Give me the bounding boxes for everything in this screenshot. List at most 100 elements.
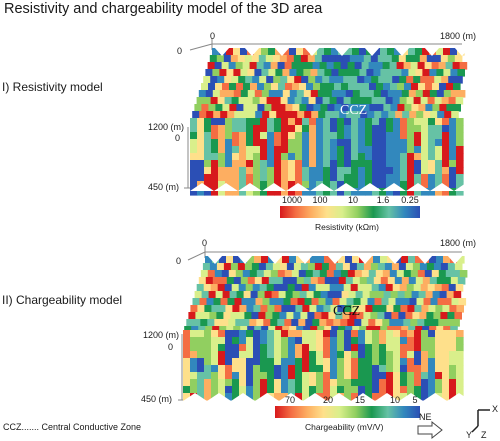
model-cell: [281, 118, 289, 126]
model-cell: [281, 386, 289, 394]
model-cell: [272, 55, 281, 63]
model-cell: [239, 379, 247, 387]
model-cell: [220, 298, 229, 306]
model-cell: [372, 379, 380, 387]
model-cell: [225, 132, 233, 140]
model-cell: [379, 358, 387, 366]
model-cell: [313, 104, 321, 112]
model-cell: [253, 125, 261, 133]
model-cell: [336, 284, 345, 292]
model-cell: [438, 319, 446, 327]
model-cell: [349, 312, 357, 320]
model-cell: [377, 312, 385, 320]
model-cell: [345, 90, 354, 98]
model-cell: [337, 174, 345, 182]
model-cell: [389, 62, 398, 70]
model-cell: [209, 263, 218, 271]
model-cell: [254, 277, 263, 285]
model-cell: [346, 111, 354, 119]
model-cell: [232, 167, 240, 175]
model-cell: [244, 312, 252, 320]
model-cell: [426, 55, 435, 63]
model-cell: [218, 118, 226, 126]
model-cell: [358, 118, 366, 126]
model-cell: [247, 90, 256, 98]
model-cell: [201, 291, 210, 299]
model-cell: [417, 270, 426, 278]
model-cell: [241, 111, 249, 119]
model-cell: [420, 97, 429, 105]
model-cell: [375, 62, 384, 70]
model-cell: [316, 330, 324, 338]
model-cell: [372, 167, 380, 175]
model-cell: [249, 62, 258, 70]
model-cell: [358, 379, 366, 387]
model-cell: [414, 174, 422, 182]
model-cell: [197, 139, 205, 147]
model-cell: [452, 62, 461, 70]
model-cell: [323, 146, 331, 154]
model-cell: [267, 160, 275, 168]
model-cell: [323, 132, 331, 140]
model-cell: [438, 62, 447, 70]
model-cell: [267, 330, 275, 338]
model-cell: [191, 326, 199, 334]
model-cell: [405, 55, 414, 63]
model-cell: [315, 97, 324, 105]
model-cell: [310, 256, 318, 264]
model-cell: [416, 111, 424, 119]
model-cell: [287, 97, 296, 105]
model-cell: [442, 393, 450, 401]
model-cell: [271, 104, 279, 112]
model-cell: [218, 365, 226, 373]
model-cell: [419, 263, 428, 271]
model-cell: [296, 69, 304, 77]
model-cell: [385, 284, 394, 292]
model-cell: [204, 167, 212, 175]
model-cell: [408, 256, 416, 264]
model-cell: [447, 263, 456, 271]
model-cell: [388, 298, 397, 306]
model-cell: [297, 298, 306, 306]
model-cell: [365, 188, 373, 196]
model-cell: [288, 174, 296, 182]
model-cell: [414, 167, 422, 175]
model-cell: [238, 284, 247, 292]
model-cell: [240, 90, 249, 98]
model-cell: [192, 111, 200, 119]
model-cell: [396, 319, 404, 327]
model-cell: [270, 270, 279, 278]
model-cell: [209, 312, 217, 320]
model-cell: [203, 97, 212, 105]
model-cell: [457, 90, 466, 98]
model-cell: [386, 365, 394, 373]
model-cell: [386, 118, 394, 126]
model-cell: [309, 358, 317, 366]
model-cell: [454, 263, 463, 271]
model-cell: [355, 291, 364, 299]
model-cell: [365, 118, 373, 126]
model-cell: [400, 379, 408, 387]
model-cell: [414, 188, 422, 196]
model-cell: [358, 153, 366, 161]
model-cell: [395, 111, 403, 119]
model-cell: [225, 174, 233, 182]
model-cell: [421, 125, 429, 133]
chg-x-end-label: 1800 (m): [440, 238, 477, 248]
model-cell: [428, 358, 436, 366]
model-cell: [259, 97, 268, 105]
z-glyph-label: Z: [481, 430, 487, 440]
model-cell: [309, 118, 317, 126]
model-cell: [197, 372, 205, 380]
model-cell: [414, 139, 422, 147]
model-cell: [456, 160, 464, 168]
model-cell: [316, 365, 324, 373]
model-cell: [386, 188, 394, 196]
model-cell: [428, 153, 436, 161]
model-cell: [393, 379, 401, 387]
model-cell: [288, 118, 296, 126]
model-cell: [414, 344, 422, 352]
model-cell: [370, 312, 378, 320]
model-cell: [282, 326, 290, 334]
model-cell: [210, 284, 219, 292]
